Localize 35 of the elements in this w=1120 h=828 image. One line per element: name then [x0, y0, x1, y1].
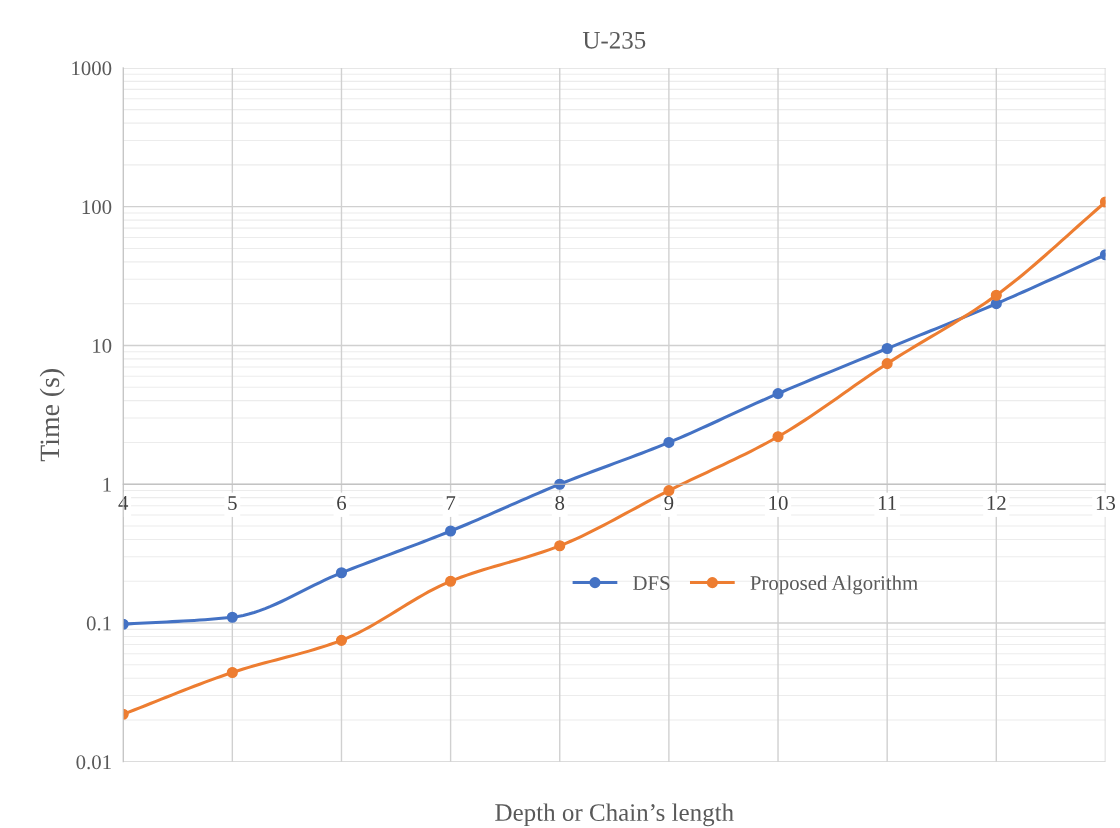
point — [445, 525, 457, 537]
x-tick-label: 9 — [664, 495, 674, 510]
point — [226, 666, 238, 679]
legend-label: Proposed Algorithm — [750, 575, 918, 595]
x-tick-label: 5 — [228, 496, 237, 510]
point — [335, 634, 348, 646]
point — [881, 358, 893, 370]
legend-label: DFS — [633, 576, 670, 591]
y-tick-label: 0.1 — [86, 616, 111, 631]
x-tick-label: 13 — [1096, 495, 1116, 510]
point — [226, 611, 238, 623]
point — [663, 485, 675, 497]
x-tick-label: 8 — [555, 495, 565, 510]
point — [772, 388, 784, 400]
x-tick-label: 10 — [769, 495, 788, 510]
x-tick-label: 6 — [337, 495, 347, 510]
y-tick-label: 10 — [93, 338, 112, 353]
x-tick-label: 7 — [446, 496, 456, 510]
point — [554, 540, 566, 552]
y-axis-title: Time (s) — [39, 369, 65, 462]
point — [663, 436, 675, 448]
point — [881, 342, 893, 355]
point — [445, 575, 457, 587]
x-tick-label: 4 — [118, 496, 129, 510]
y-tick-label: 1000 — [72, 61, 112, 76]
y-tick-label: 1 — [103, 477, 111, 492]
point — [990, 289, 1002, 301]
x-tick-label: 12 — [987, 495, 1006, 510]
chart-title: U-235 — [582, 31, 646, 49]
point — [772, 431, 784, 443]
x-axis-title: Depth or Chain’s length — [495, 803, 734, 827]
y-tick-label: 100 — [82, 200, 112, 215]
y-tick-label: 0.01 — [76, 755, 111, 770]
x-tick-label: 11 — [878, 496, 896, 510]
point — [335, 567, 348, 579]
